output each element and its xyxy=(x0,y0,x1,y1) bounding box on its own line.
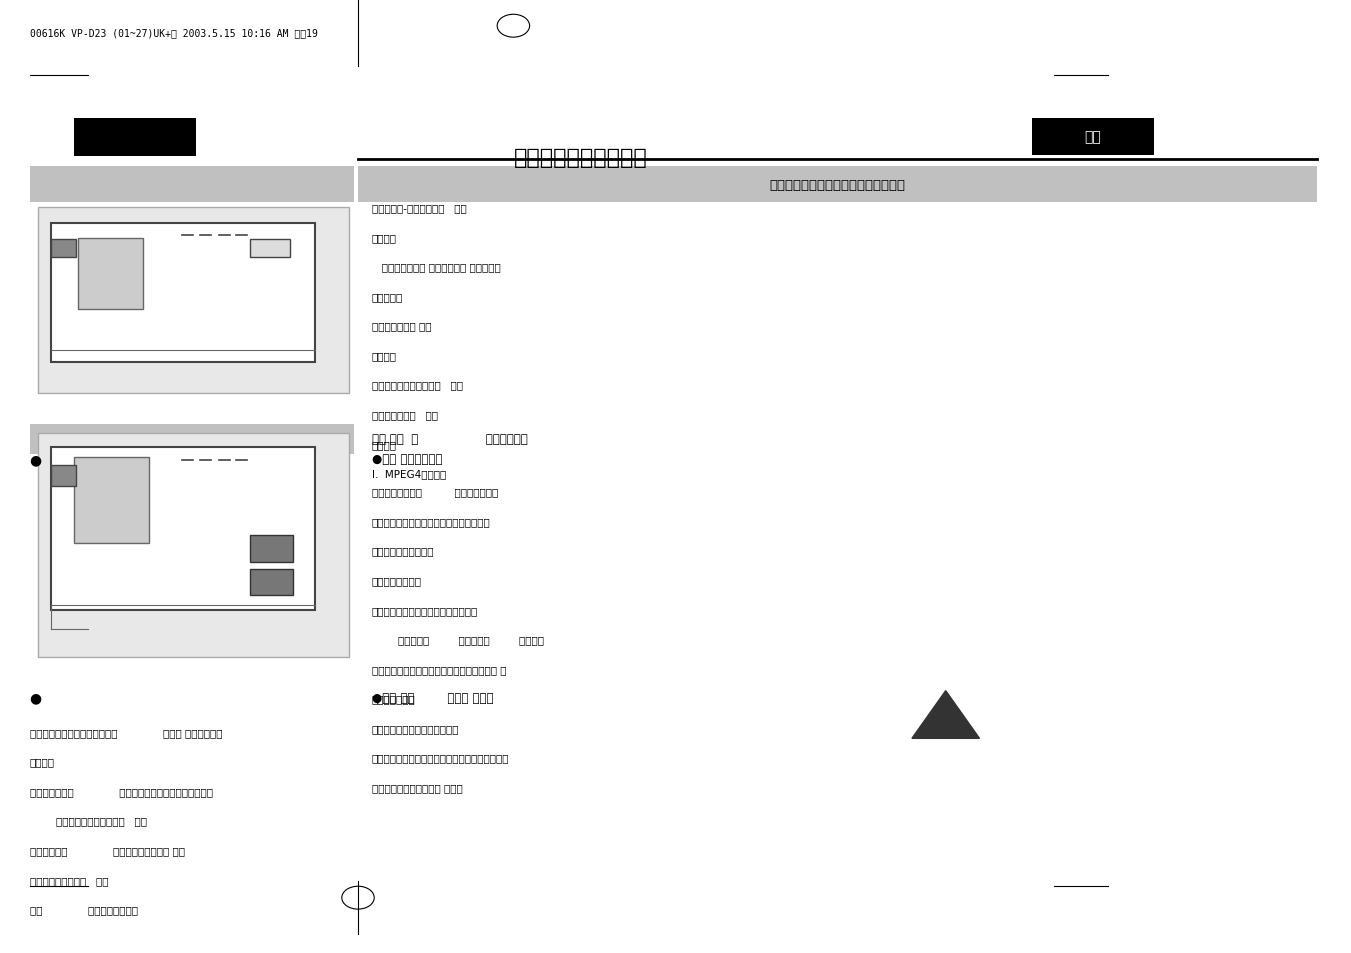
Bar xyxy=(74,457,149,543)
Text: 图像质量: 图像质量 xyxy=(372,351,397,360)
Bar xyxy=(51,465,76,486)
Bar xyxy=(38,434,349,658)
Bar xyxy=(51,224,315,362)
Text: 每次按下该按键，都会在打开和关闭屏幕功: 每次按下该按键，都会在打开和关闭屏幕功 xyxy=(372,517,490,526)
Bar xyxy=(51,448,315,610)
Text: 打开 关闭  （                  ，在屏显示）: 打开 关闭 （ ，在屏显示） xyxy=(372,433,527,446)
Text: 中文: 中文 xyxy=(1085,131,1101,144)
Text: 仅在              （摄像机）模式下: 仅在 （摄像机）模式下 xyxy=(30,904,138,914)
Text: 若要打开或关闭              （日期时间），请访问菜单并改变: 若要打开或关闭 （日期时间），请访问菜单并改变 xyxy=(30,786,212,796)
Text: ●: ● xyxy=(30,691,42,705)
Text: ●打开 关闭        （日期 时间）: ●打开 关闭 （日期 时间） xyxy=(372,691,493,704)
Text: 按下左侧面板上的          （显示）按键。: 按下左侧面板上的 （显示）按键。 xyxy=(372,487,497,497)
Bar xyxy=(250,536,293,562)
Text: （日期时间）模式。（见   页）: （日期时间）模式。（见 页） xyxy=(30,816,147,825)
Text: 您也可以使用              （快捷菜单）来打开 关闭: 您也可以使用 （快捷菜单）来打开 关闭 xyxy=(30,845,185,855)
Text: 打印标记（参见   页）: 打印标记（参见 页） xyxy=(372,410,438,419)
Text: 模式，甚至当屏幕显示关闭时，键输入都会在 秒: 模式，甚至当屏幕显示关闭时，键输入都会在 秒 xyxy=(372,664,507,674)
Text: ●打开 关闭在屏显示: ●打开 关闭在屏显示 xyxy=(372,453,442,466)
Text: （放像机）模式下：在按下任何: （放像机）模式下：在按下任何 xyxy=(372,723,459,733)
Text: 顺序播放: 顺序播放 xyxy=(372,439,397,449)
Text: （摄像机和放像机模式下的在屏显示）: （摄像机和放像机模式下的在屏显示） xyxy=(770,178,905,192)
Text: （摄像机）模式下：屏幕显示总是显示: （摄像机）模式下：屏幕显示总是显示 xyxy=(372,605,478,615)
Text: 防止意外擦除提示（参见   页）: 防止意外擦除提示（参见 页） xyxy=(372,380,462,390)
Text: l.  MPEG4屏幕尺寸: l. MPEG4屏幕尺寸 xyxy=(372,469,446,478)
Bar xyxy=(38,208,349,394)
Text: 钟显示后关闭。: 钟显示后关闭。 xyxy=(372,694,415,703)
Bar xyxy=(250,240,290,257)
Text: 录制及加载图像 提示: 录制及加载图像 提示 xyxy=(372,321,431,331)
Text: 当您关闭屏幕显示: 当您关闭屏幕显示 xyxy=(372,576,422,585)
Text: 摄录一体机的基本常识: 摄录一体机的基本常识 xyxy=(513,148,647,168)
Bar xyxy=(78,238,143,310)
Bar xyxy=(1032,119,1154,155)
Bar xyxy=(358,167,1317,203)
Bar xyxy=(30,424,354,455)
Bar xyxy=(51,240,76,257)
Text: 到影响。: 到影响。 xyxy=(30,757,55,766)
Text: ●: ● xyxy=(30,453,42,467)
Text: 文件夹编号-文件号（参见   页）: 文件夹编号-文件号（参见 页） xyxy=(372,203,466,213)
Text: 当前静止图像号 保存的所有静 止图像数。: 当前静止图像号 保存的所有静 止图像数。 xyxy=(372,262,500,272)
Text: （功能）按键时，在屏幕显示关闭之前，该功能都: （功能）按键时，在屏幕显示关闭之前，该功能都 xyxy=(372,753,509,762)
Bar xyxy=(74,119,196,157)
Text: 会在屏幕显示状态下显示 移开。: 会在屏幕显示状态下显示 移开。 xyxy=(372,782,462,792)
Polygon shape xyxy=(912,691,979,739)
Text: 在打开或关闭在屏显示功能时，              （日期 时间）不会受: 在打开或关闭在屏显示功能时， （日期 时间）不会受 xyxy=(30,727,222,737)
Text: 记忆辅提示: 记忆辅提示 xyxy=(372,292,403,301)
Text: 能之间进行一次切换。: 能之间进行一次切换。 xyxy=(372,546,434,556)
Text: （待机）、         （录制）、         （简易）: （待机）、 （录制）、 （简易） xyxy=(372,635,543,644)
Text: 图像统计: 图像统计 xyxy=(372,233,397,242)
Bar xyxy=(250,569,293,596)
Text: （日期时间）。（见   页）: （日期时间）。（见 页） xyxy=(30,875,108,884)
Text: 00616K VP-D23 (01~27)UK+秒 2003.5.15 10:16 AM 页面19: 00616K VP-D23 (01~27)UK+秒 2003.5.15 10:1… xyxy=(30,29,317,38)
Bar xyxy=(30,167,354,203)
